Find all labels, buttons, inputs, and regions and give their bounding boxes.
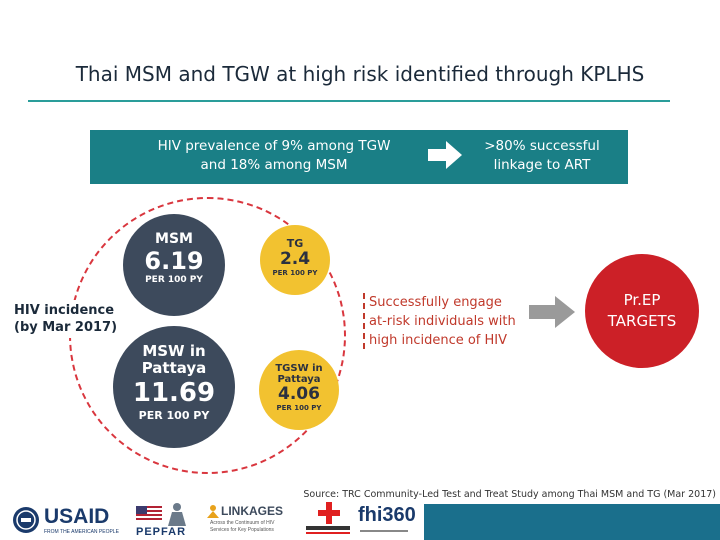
bubble-label: TG <box>286 237 304 250</box>
bubble-value: 2.4 <box>279 249 311 269</box>
linkages-logo: LINKAGES <box>221 504 284 518</box>
engage-text: Successfully engage at-risk individuals … <box>369 293 539 350</box>
prep-line-2: TARGETS <box>607 312 677 330</box>
red-cross-wordmark <box>306 526 350 530</box>
prevalence-line-1: HIV prevalence of 9% among TGW <box>157 138 391 154</box>
arrow-right-icon <box>529 296 575 328</box>
pepfar-figure-icon <box>168 503 186 526</box>
linkage-line-1: >80% successful <box>484 138 600 154</box>
fhi360-tagline-line <box>360 530 408 532</box>
msm-bubble: MSM 6.19 PER 100 PY <box>123 214 225 316</box>
us-flag-icon <box>136 506 162 522</box>
bubble-unit: PER 100 PY <box>272 269 318 277</box>
linkages-figure-icon <box>207 505 219 518</box>
bubble-unit: PER 100 PY <box>276 404 322 412</box>
title-underline <box>28 100 670 102</box>
fhi360-logo: fhi360 <box>358 504 416 526</box>
engage-line-1: Successfully engage <box>369 295 502 310</box>
linkages-tagline-1: Across the Continuum of HIV <box>210 520 275 526</box>
prep-line-1: Pr.EP <box>623 291 661 309</box>
usaid-seal-icon <box>13 507 39 533</box>
summary-banner <box>90 130 628 184</box>
prevalence-text: HIV prevalence of 9% among TGW and 18% a… <box>128 137 420 175</box>
bubble-label-2: Pattaya <box>277 374 321 385</box>
bubble-value: 4.06 <box>278 384 320 404</box>
engage-line-2: at-risk individuals with <box>369 314 516 329</box>
pepfar-logo: PEPFAR <box>136 526 187 538</box>
bubble-value: 11.69 <box>132 378 216 408</box>
incidence-line-1: HIV incidence <box>14 303 115 318</box>
bubble-label: MSM <box>155 231 193 247</box>
linkages-tagline-2: Services for Key Populations <box>210 527 274 533</box>
prep-targets-circle: Pr.EP TARGETS <box>585 254 699 368</box>
usaid-logo: USAID <box>44 505 110 528</box>
bubble-value: 6.19 <box>144 247 204 275</box>
partner-logos: USAID FROM THE AMERICAN PEOPLE PEPFAR LI… <box>0 500 720 540</box>
usaid-tagline: FROM THE AMERICAN PEOPLE <box>44 529 119 535</box>
engage-bracket <box>363 293 371 349</box>
bubble-label-2: Pattaya <box>141 359 207 377</box>
footer-accent-bar <box>424 504 720 540</box>
incidence-line-2: (by Mar 2017) <box>14 320 118 335</box>
prevalence-line-2: and 18% among MSM <box>200 157 348 173</box>
red-cross-wordmark-line <box>306 532 350 534</box>
bubble-label-1: TGSW in <box>275 363 323 374</box>
bubble-unit: PER 100 PY <box>138 409 210 422</box>
red-cross-icon <box>318 502 340 524</box>
tg-bubble: TG 2.4 PER 100 PY <box>260 225 330 295</box>
page-title: Thai MSM and TGW at high risk identified… <box>75 62 645 86</box>
msw-pattaya-bubble: MSW in Pattaya 11.69 PER 100 PY <box>113 326 235 448</box>
arrow-right-icon <box>428 141 462 169</box>
source-note: Source: TRC Community-Led Test and Treat… <box>303 489 716 500</box>
linkage-line-2: linkage to ART <box>493 157 591 173</box>
bubble-label-1: MSW in <box>142 342 206 360</box>
hiv-incidence-label: HIV incidence (by Mar 2017) <box>12 300 120 338</box>
linkage-text: >80% successful linkage to ART <box>468 137 616 175</box>
bubble-unit: PER 100 PY <box>145 275 203 285</box>
engage-line-3: high incidence of HIV <box>369 333 508 348</box>
tgsw-pattaya-bubble: TGSW in Pattaya 4.06 PER 100 PY <box>259 350 339 430</box>
